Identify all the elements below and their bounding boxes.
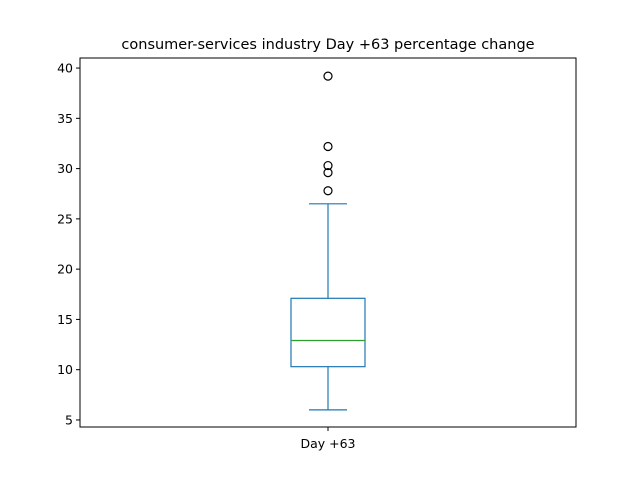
y-tick-label: 25: [57, 211, 73, 226]
y-tick-label: 20: [57, 262, 73, 277]
y-tick-label: 15: [57, 312, 73, 327]
axes: 5 10 15 20 25 30 35 40 Day +63: [57, 61, 355, 451]
iqr-box: [290, 297, 366, 368]
y-tick-label: 10: [57, 362, 73, 377]
outlier-point: [323, 141, 333, 152]
outlier-point: [323, 71, 333, 81]
y-tick-label: 40: [57, 61, 73, 76]
outlier-point: [323, 168, 333, 178]
chart-title: consumer-services industry Day +63 perce…: [121, 37, 534, 53]
y-tick-label: 5: [65, 412, 73, 427]
outlier-point: [323, 160, 333, 171]
outlier-point: [323, 186, 333, 196]
plot-area: [290, 71, 366, 411]
y-tick-label: 35: [57, 111, 73, 126]
x-tick-label: Day +63: [300, 436, 355, 451]
y-tick-label: 30: [57, 161, 73, 176]
